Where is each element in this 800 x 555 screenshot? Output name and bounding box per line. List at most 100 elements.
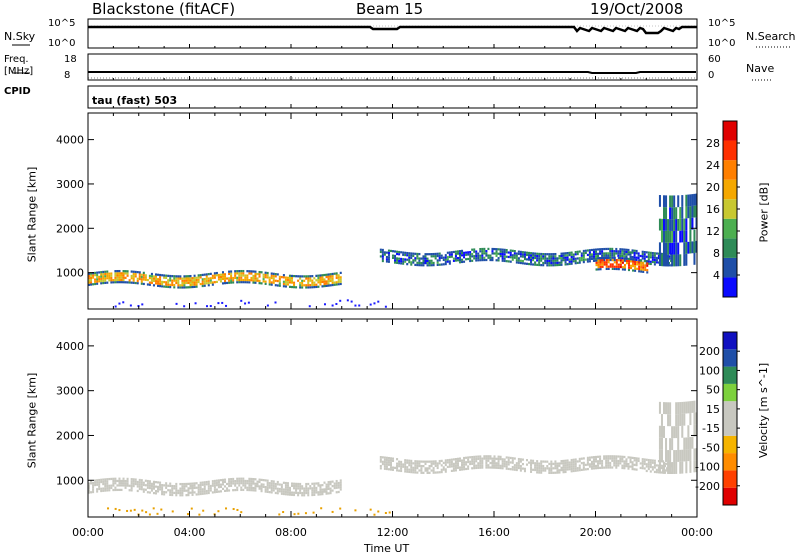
panel1-scatter-cell	[590, 462, 593, 466]
panel1-scatter-cell	[611, 457, 614, 460]
panel1-scatter-cell	[387, 461, 390, 464]
panel1-scatter-cell	[667, 414, 670, 427]
panel0-scatter-cell	[501, 259, 504, 262]
panel1-scatter-cell	[617, 462, 620, 465]
panel1-scatter-cell	[550, 471, 553, 474]
panel0-scatter-cell	[623, 268, 626, 271]
panel1-scatter-cell	[268, 484, 271, 487]
panel1-scatter-cell	[536, 462, 539, 465]
panel0-scatter-cell	[209, 277, 212, 280]
panel1-scatter-cell	[276, 483, 279, 486]
panel0-scatter-cell	[213, 281, 216, 284]
panel0-scatter-cell	[159, 284, 162, 288]
panel0-scatter-cell	[554, 255, 557, 258]
panel0-scatter-cell	[161, 283, 164, 286]
panel0-scatter-cell	[331, 281, 334, 284]
panel0-scatter-cell	[426, 253, 429, 256]
panel1-scatter-cell	[301, 485, 304, 488]
panel0-scatter-cell	[286, 278, 289, 282]
panel0-scatter-cell	[161, 285, 164, 288]
panel0-scatter-cell	[297, 275, 300, 278]
panel0-scatter-cell	[272, 274, 275, 278]
panel0-scatter-cell	[542, 257, 545, 260]
panel1-scatter-cell	[339, 488, 342, 491]
cpid-value: tau (fast) 503	[92, 94, 178, 107]
panel0-scatter-cell	[646, 264, 649, 267]
panel0-scatter-cell	[221, 273, 225, 276]
panel0-scatter-cell	[503, 250, 506, 254]
panel0-scatter-cell	[556, 257, 559, 260]
panel1-scatter-cell	[274, 482, 277, 486]
panel1-scatter-cell	[493, 464, 496, 467]
panel0-scatter-cell	[471, 255, 474, 258]
panel0-scatter-cell	[521, 253, 524, 256]
panel1-scatter-cell	[317, 493, 320, 496]
panel0-scatter-cell	[416, 255, 419, 258]
panel1-scatter-cell	[383, 460, 386, 464]
panel0-scatter-cell	[260, 282, 263, 285]
panel0-scatter-cell	[305, 275, 308, 278]
panel0-scatter-cell	[673, 219, 676, 231]
panel0-scatter-cell	[574, 257, 577, 260]
panel1-scatter-cell	[136, 480, 139, 484]
panel1-scatter-cell	[152, 485, 155, 488]
panel0-scatter-cell	[552, 259, 555, 262]
panel1-scatter-cell	[458, 468, 462, 471]
panel1-scatter-cell	[501, 467, 504, 470]
panel1-scatter-cell	[262, 479, 265, 482]
panel1-scatter-cell	[339, 483, 342, 487]
panel1-scatter-cell	[260, 478, 263, 482]
panel0-scatter-cell	[582, 258, 585, 261]
panel1-scatter-cell	[274, 485, 277, 488]
panel0-scatter-cell	[201, 273, 204, 277]
panel0-scatter-cell	[381, 251, 384, 254]
panel1-scatter-cell	[689, 401, 692, 414]
panel0-scatter-cell	[611, 252, 614, 255]
panel1-scatter-cell	[221, 478, 225, 482]
panel0-scatter-cell	[513, 256, 516, 259]
panel1-scatter-cell	[592, 467, 595, 470]
panel0-scatter-cell	[597, 259, 600, 262]
panel1-scatter-cell	[309, 487, 312, 490]
panel1-scatter-cell	[396, 458, 399, 461]
panel1-scatter-cell	[410, 470, 413, 474]
panel1-scatter-cell	[540, 464, 543, 468]
panel1-scatter-cell	[592, 465, 595, 468]
panel1-scatter-cell	[309, 485, 312, 488]
panel1-scatter-cell	[473, 462, 476, 465]
panel0-scatter-cell	[175, 277, 178, 280]
panel0-scatter-cell	[513, 249, 516, 253]
panel1-scatter-cell	[515, 464, 518, 467]
panel1-scatter-cell	[323, 481, 326, 484]
panel0-ground-scatter	[129, 304, 132, 307]
panel0-scatter-cell	[548, 257, 551, 260]
panel0-scatter-cell	[685, 253, 688, 266]
panel1-scatter-cell	[576, 460, 579, 463]
panel0-scatter-cell	[440, 263, 443, 266]
panel1-scatter-cell	[418, 464, 421, 468]
panel0-scatter-cell	[560, 252, 563, 255]
panel1-scatter-cell	[248, 477, 251, 480]
panel0-scatter-cell	[400, 251, 403, 254]
panel0-scatter-cell	[515, 252, 518, 255]
panel0-ground-scatter	[335, 302, 338, 305]
panel1-scatter-cell	[580, 457, 583, 460]
panel0-scatter-cell	[640, 268, 643, 271]
panel1-scatter-cell	[301, 494, 304, 497]
panel0-scatter-cell	[669, 242, 672, 255]
panel0-scatter-cell	[637, 252, 640, 255]
panel0-scatter-cell	[408, 256, 411, 259]
panel1-ground-scatter	[339, 507, 342, 510]
panel0-scatter-cell	[207, 281, 210, 285]
panel1-scatter-cell	[315, 482, 318, 485]
panel1-ground-scatter	[331, 510, 334, 513]
panel1-scatter-cell	[621, 460, 624, 463]
panel1-scatter-cell	[530, 466, 533, 469]
panel1-scatter-cell	[456, 459, 459, 463]
panel0-scatter-cell	[619, 265, 622, 269]
panel0-scatter-cell	[140, 282, 143, 285]
panel1-scatter-cell	[513, 468, 516, 471]
panel1-scatter-cell	[513, 464, 516, 467]
panel1-scatter-cell	[248, 488, 251, 492]
panel1-scatter-cell	[161, 488, 164, 491]
